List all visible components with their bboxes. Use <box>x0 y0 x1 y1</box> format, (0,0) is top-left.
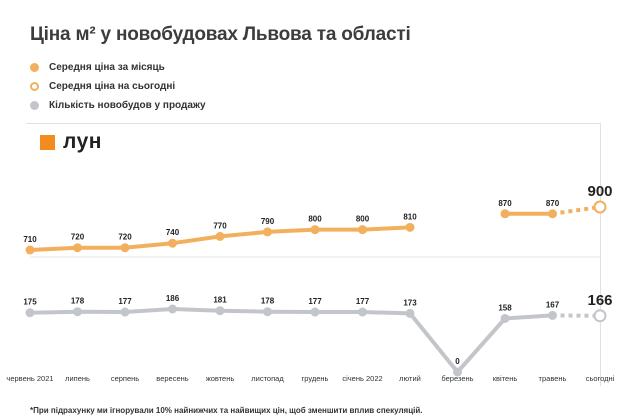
price-series-value-label: 770 <box>213 221 227 230</box>
price-series-value-label: 870 <box>546 199 560 208</box>
x-tick-label: жовтень <box>206 374 235 383</box>
count-series-point <box>73 307 82 317</box>
count-series-point <box>405 308 415 318</box>
count-series-point <box>25 308 35 318</box>
price-series-value-label: 720 <box>118 233 132 242</box>
count-series-value-label: 167 <box>546 300 560 309</box>
legend-label: Кількість новобудов у продажу <box>49 100 206 111</box>
x-tick-label: січень 2022 <box>342 374 382 383</box>
lun-logo: лун <box>40 130 102 154</box>
x-tick-label: вересень <box>156 374 188 383</box>
count-series-point <box>453 367 462 377</box>
count-series-point <box>120 307 130 317</box>
legend-item-today-price: Середня ціна на сьогодні <box>30 77 206 96</box>
count-series-point <box>310 307 320 317</box>
price-series-point <box>25 245 35 255</box>
price-series-value-label: 740 <box>166 228 180 237</box>
count-series-value-label: 186 <box>166 294 180 303</box>
chart-title: Ціна м² у новобудовах Львова та області <box>30 24 411 45</box>
count-series-value-label: 178 <box>71 297 85 306</box>
count-series-today-value-label: 166 <box>587 292 612 309</box>
filled-orange-dot-icon <box>30 63 39 72</box>
logo-text: лун <box>63 130 102 153</box>
count-series-point <box>500 313 510 323</box>
count-series-point <box>215 306 225 316</box>
price-series-point <box>215 231 225 241</box>
count-series-today-point <box>593 309 607 323</box>
x-tick-label: липень <box>65 374 90 383</box>
legend: Середня ціна за місяць Середня ціна на с… <box>30 58 206 115</box>
price-series-value-label: 720 <box>71 233 85 242</box>
legend-item-buildings-count: Кількість новобудов у продажу <box>30 96 206 115</box>
count-series-point <box>168 304 177 314</box>
price-series-point <box>405 222 415 232</box>
price-series-point <box>500 209 510 219</box>
filled-gray-dot-icon <box>30 101 39 110</box>
count-series-line <box>28 307 555 374</box>
price-series-today-point <box>593 200 607 214</box>
count-series-value-label: 158 <box>498 303 512 312</box>
x-tick-label: травень <box>539 374 567 383</box>
price-series-value-label: 810 <box>403 212 417 221</box>
price-series-today-dotted-line <box>552 205 601 216</box>
count-series-value-label: 0 <box>455 357 460 366</box>
price-series-point <box>548 209 557 219</box>
count-series-value-label: 177 <box>308 297 322 306</box>
price-series-value-label: 800 <box>356 215 370 224</box>
chart-panel <box>26 123 601 386</box>
x-tick-label: грудень <box>302 374 329 383</box>
count-series-value-label: 175 <box>23 298 37 307</box>
x-tick-label: червень 2021 <box>6 374 53 383</box>
legend-label: Середня ціна за місяць <box>49 62 165 73</box>
count-series-value-label: 173 <box>403 298 417 307</box>
count-series-value-label: 181 <box>213 296 227 305</box>
count-series-point <box>263 307 272 317</box>
price-series-value-label: 790 <box>261 217 275 226</box>
count-series-point <box>548 310 557 320</box>
count-series-value-label: 177 <box>356 297 370 306</box>
footnote: *При підрахунку ми ігнорували 10% найниж… <box>30 406 423 415</box>
price-series-point <box>168 238 177 248</box>
x-tick-label: квітень <box>493 374 518 383</box>
price-series-point <box>358 225 367 235</box>
hollow-orange-dot-icon <box>30 82 39 91</box>
x-tick-label: сьогодні <box>586 374 615 383</box>
price-series-value-label: 800 <box>308 215 322 224</box>
x-tick-label: лютий <box>399 374 421 383</box>
count-series-point <box>358 307 367 317</box>
price-series-today-value-label: 900 <box>587 183 612 200</box>
legend-label: Середня ціна на сьогодні <box>49 81 176 92</box>
price-series-value-label: 870 <box>498 199 512 208</box>
price-series-point <box>73 243 82 253</box>
legend-item-monthly-price: Середня ціна за місяць <box>30 58 206 77</box>
x-tick-label: березень <box>441 374 473 383</box>
x-tick-label: серпень <box>111 374 139 383</box>
count-series-value-label: 177 <box>118 297 132 306</box>
price-series-point <box>263 227 272 237</box>
x-tick-label: листопад <box>251 374 284 383</box>
logo-square-icon <box>40 134 55 150</box>
price-series-point <box>120 243 130 253</box>
price-series-value-label: 710 <box>23 235 37 244</box>
price-series-point <box>310 225 320 235</box>
count-series-value-label: 178 <box>261 297 275 306</box>
